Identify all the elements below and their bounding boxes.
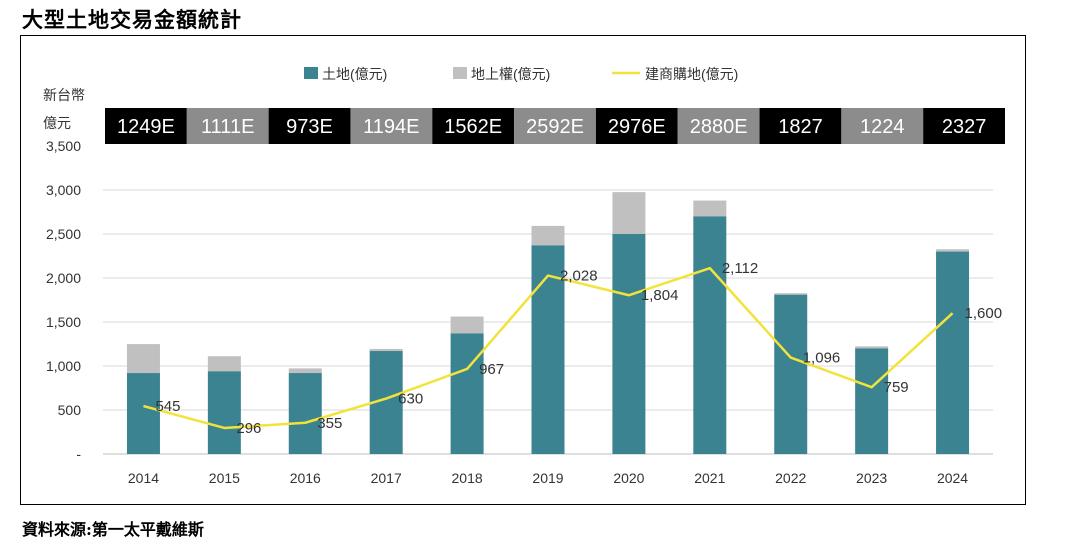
total-cell	[677, 108, 760, 144]
x-tick-label: 2016	[290, 470, 321, 486]
total-cell	[268, 108, 351, 144]
y-tick-label: 2,500	[46, 226, 81, 242]
legend-label-2: 建商購地(億元)	[645, 66, 738, 82]
total-label: 2880E	[690, 116, 748, 138]
developer-data-label: 296	[236, 420, 261, 437]
total-label: 1111E	[201, 116, 254, 138]
developer-data-label: 630	[398, 391, 423, 408]
total-cell	[514, 108, 596, 144]
total-cell	[841, 108, 924, 144]
x-tick-label: 2017	[371, 470, 402, 486]
total-label: 1194E	[363, 116, 419, 138]
developer-data-label: 1,096	[803, 350, 841, 367]
total-label: 1249E	[117, 116, 175, 138]
total-cell	[186, 108, 269, 144]
page-title: 大型土地交易金額統計	[22, 7, 242, 32]
bar-surface-rights	[774, 293, 808, 295]
developer-data-label: 967	[479, 361, 504, 378]
developer-data-label: 2,028	[560, 268, 598, 285]
developer-data-label: 759	[884, 379, 909, 396]
x-tick-label: 2021	[694, 470, 725, 486]
x-tick-label: 2022	[775, 470, 806, 486]
x-tick-label: 2018	[452, 470, 483, 486]
bar-land	[531, 245, 565, 454]
total-label: 1562E	[444, 116, 502, 138]
y-tick-label: 2,000	[46, 270, 81, 286]
y-tick-label: 1,500	[46, 314, 81, 330]
bar-land	[126, 373, 160, 454]
developer-data-label: 355	[317, 415, 342, 432]
bar-surface-rights	[450, 316, 484, 334]
total-cell	[923, 108, 1005, 144]
x-tick-label: 2023	[856, 470, 887, 486]
bar-land	[855, 348, 889, 454]
bar-surface-rights	[126, 344, 160, 374]
developer-data-label: 545	[155, 398, 180, 415]
y-tick-label: -	[76, 446, 81, 462]
legend-label-0: 土地(億元)	[322, 66, 387, 82]
y-tick-label: 500	[58, 402, 82, 418]
source-note: 資料來源:第一太平戴維斯	[22, 520, 204, 539]
legend-swatch-1	[453, 67, 467, 79]
bar-land	[936, 251, 970, 454]
total-cell	[595, 108, 678, 144]
total-label: 1827	[778, 116, 823, 138]
bar-land	[207, 371, 241, 454]
total-cell	[759, 108, 842, 144]
total-label: 2592E	[526, 116, 584, 138]
bar-surface-rights	[207, 356, 241, 372]
total-label: 2327	[942, 116, 987, 138]
total-cell	[350, 108, 433, 144]
y-tick-label: 1,000	[46, 358, 81, 374]
developer-data-label: 2,112	[722, 260, 758, 277]
bar-surface-rights	[936, 249, 970, 252]
bar-land	[693, 216, 727, 454]
y-axis-unit-line1: 新台幣	[43, 87, 85, 103]
bar-surface-rights	[531, 225, 565, 246]
total-label: 2976E	[608, 116, 666, 138]
y-tick-label: 3,500	[46, 138, 81, 154]
bar-land	[288, 373, 322, 454]
x-tick-label: 2014	[128, 470, 159, 486]
bar-land	[612, 234, 646, 454]
x-tick-label: 2020	[613, 470, 644, 486]
y-axis-unit-line2: 億元	[43, 115, 71, 131]
bar-land	[450, 333, 484, 454]
total-cell	[105, 108, 187, 144]
x-tick-label: 2024	[937, 470, 968, 486]
total-cell	[432, 108, 515, 144]
legend-label-1: 地上權(億元)	[471, 66, 550, 82]
bar-land	[774, 294, 808, 454]
y-tick-label: 3,000	[46, 182, 81, 198]
bar-surface-rights	[693, 200, 727, 217]
legend-swatch-0	[304, 67, 318, 79]
bar-surface-rights	[288, 368, 322, 374]
developer-data-label: 1,804	[641, 287, 679, 304]
x-tick-label: 2019	[532, 470, 563, 486]
developer-data-label: 1,600	[965, 305, 1003, 322]
chart-frame: - 500 1,000 1,500 2,000 2,500 3,000 3,500 新台幣億元 土…	[20, 35, 1026, 505]
bar-surface-rights	[369, 348, 403, 352]
bar-surface-rights	[855, 346, 889, 349]
total-label: 973E	[286, 116, 333, 138]
x-tick-label: 2015	[209, 470, 240, 486]
developer-line	[143, 266, 954, 430]
bar-surface-rights	[612, 192, 646, 234]
total-label: 1224	[860, 116, 905, 138]
